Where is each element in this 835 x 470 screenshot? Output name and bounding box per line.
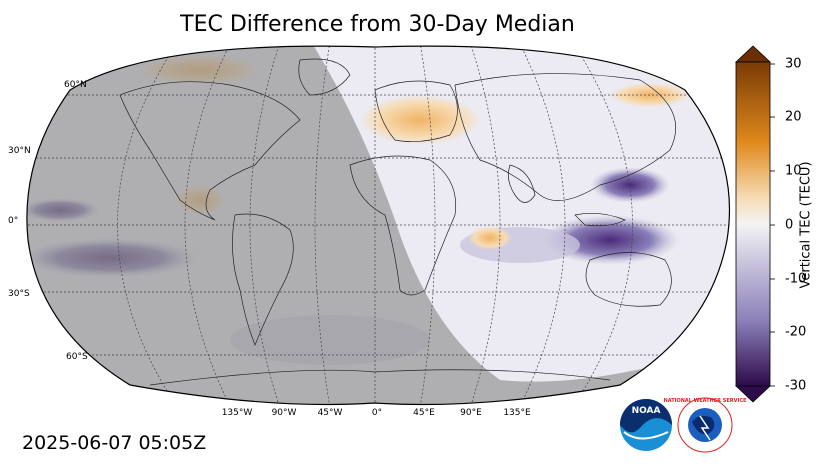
graticule: [26, 46, 730, 405]
colorbar: [734, 45, 775, 403]
lon-label-135w: 135°W: [221, 408, 253, 418]
lat-label-30s: 30°S: [8, 289, 30, 299]
lon-label-90w: 90°W: [271, 408, 297, 418]
nws-logo-text: NATIONAL WEATHER SERVICE: [664, 398, 747, 404]
map-field: [26, 46, 730, 405]
lon-label-0: 0°: [371, 408, 383, 418]
anomaly-high-europe: [360, 95, 480, 145]
colorbar-tick: -20: [785, 324, 807, 340]
noaa-logo: NOAA: [620, 399, 672, 451]
colorbar-label: Vertical TEC (TECU): [798, 161, 814, 289]
lat-label-0: 0°: [8, 216, 19, 226]
colorbar-tick: -30: [785, 378, 807, 394]
colorbar-tick: 0: [785, 217, 794, 233]
nws-logo: NATIONAL WEATHER SERVICE: [664, 397, 747, 453]
noaa-logo-text: NOAA: [632, 406, 661, 416]
lat-label-30n: 30°N: [8, 146, 31, 156]
timestamp: 2025-06-07 05:05Z: [22, 432, 207, 454]
anomaly-low-west-pacific: [590, 167, 670, 203]
lon-label-90e: 90°E: [460, 408, 482, 418]
lat-label-60s: 60°S: [66, 352, 88, 362]
globe-outline: [26, 45, 730, 406]
map-title: TEC Difference from 30-Day Median: [180, 12, 575, 37]
lon-label-45w: 45°W: [317, 408, 343, 418]
anomaly-low-australia: [540, 215, 680, 265]
colorbar-tick: -10: [785, 271, 807, 287]
lon-label-135e: 135°E: [503, 408, 531, 418]
colorbar-tick: 30: [785, 56, 802, 72]
lon-label-45e: 45°E: [413, 408, 435, 418]
lat-label-60n: 60°N: [64, 80, 87, 90]
colorbar-tick: 20: [785, 109, 802, 125]
colorbar-tick: 10: [785, 163, 802, 179]
coastlines: [119, 58, 677, 386]
